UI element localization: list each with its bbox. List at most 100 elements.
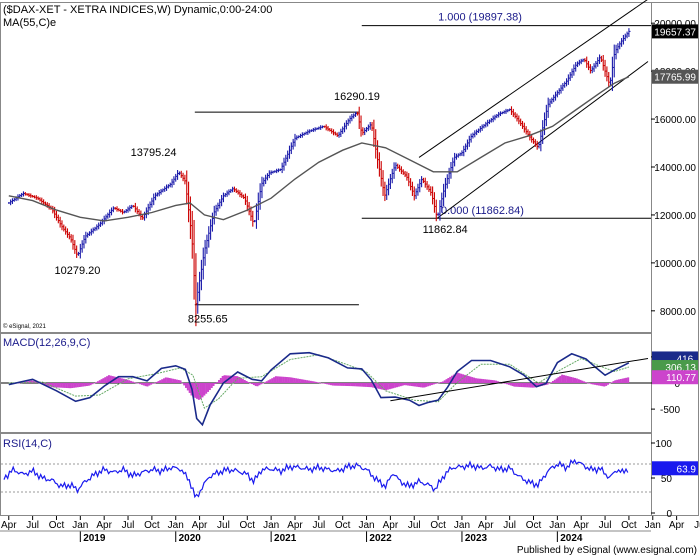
macd-hist-bar (561, 374, 564, 383)
macd-hist-bar (425, 383, 428, 387)
macd-hist-bar (87, 383, 90, 386)
macd-hist-bar (462, 374, 465, 383)
macd-hist-bar (60, 383, 63, 388)
macd-hist-bar (150, 383, 153, 385)
x-month-label: Jul (503, 520, 516, 531)
x-month-label: Jan (168, 520, 184, 531)
macd-hist-bar (318, 382, 321, 384)
macd-hist-bar (423, 383, 426, 388)
macd-hist-bar (287, 377, 290, 383)
macd-hist-bar (573, 377, 576, 383)
macd-hist-bar (386, 383, 389, 390)
macd-hist-bar (436, 383, 439, 384)
macd-hist-bar (517, 383, 520, 387)
macd-hist-bar (430, 383, 433, 386)
macd-hist-bar (95, 382, 98, 383)
macd-hist-bar (627, 377, 630, 383)
macd-hist-bar (572, 377, 575, 383)
macd-hist-bar (111, 376, 114, 383)
macd-hist-bar (351, 383, 354, 387)
macd-hist-bar (550, 382, 553, 383)
price-annotation: 13795.24 (131, 147, 177, 159)
macd-hist-bar (460, 373, 463, 383)
macd-hist-bar (265, 381, 268, 383)
macd-hist-bar (372, 383, 375, 388)
macd-title: MACD(12,26,9,C) (3, 337, 90, 349)
x-month-label: Oct (240, 520, 256, 531)
macd-hist-bar (263, 382, 266, 383)
macd-hist-bar (551, 381, 554, 383)
macd-hist-bar (218, 379, 221, 383)
macd-trendline (390, 357, 649, 402)
macd-hist-bar (614, 380, 617, 383)
macd-hist-bar (320, 383, 323, 384)
macd-hist-bar (586, 382, 589, 384)
macd-hist-bar (625, 377, 628, 383)
macd-hist-bar (555, 378, 558, 383)
macd-hist-bar (208, 383, 211, 391)
macd-hist-bar (399, 383, 402, 387)
macd-hist-bar (473, 377, 476, 383)
macd-hist-bar (315, 381, 318, 383)
macd-hist-bar (597, 383, 600, 386)
macd-hist-bar (307, 380, 310, 383)
macd-hist-bar (509, 383, 512, 386)
price-annotation: 10279.20 (55, 265, 101, 277)
macd-hist-bar (175, 379, 178, 383)
macd-hist-bar (476, 378, 479, 383)
macd-hist-bar (583, 381, 586, 383)
macd-hist-bar (173, 379, 176, 383)
macd-hist-bar (98, 380, 101, 383)
macd-hist-bar (25, 381, 28, 383)
x-month-label: Jan (645, 520, 661, 531)
macd-hist-bar (487, 379, 490, 383)
macd-hist-bar (326, 383, 329, 385)
macd-hist-bar (199, 383, 202, 400)
x-year-label: 2022 (369, 533, 392, 544)
macd-hist-bar (285, 377, 288, 383)
channel-upper-line (418, 0, 648, 158)
x-month-label: Jul (312, 520, 325, 531)
macd-hist-bar (278, 376, 281, 383)
x-month-label: Apr (96, 520, 112, 531)
macd-hist-bar (109, 375, 112, 383)
macd-hist-bar (474, 378, 477, 383)
macd-hist-bar (71, 383, 74, 389)
x-month-label: Apr (669, 520, 685, 531)
macd-hist-bar (322, 383, 325, 384)
macd-hist-bar (205, 383, 208, 394)
macd-hist-bar (128, 380, 131, 383)
macd-hist-bar (570, 376, 573, 383)
x-month-label: Jan (263, 520, 279, 531)
macd-hist-bar (247, 382, 250, 383)
macd-hist-bar (575, 378, 578, 383)
macd-hist-bar (223, 375, 226, 383)
ma-label: MA(55,C)e (3, 17, 56, 29)
rsi-y-tick-label: 0 (666, 509, 672, 520)
macd-hist-bar (100, 379, 103, 383)
macd-hist-bar (507, 383, 510, 385)
x-month-label: Apr (573, 520, 589, 531)
macd-hist-bar (397, 383, 400, 387)
macd-hist-bar (407, 383, 410, 386)
macd-hist-bar (260, 383, 263, 385)
macd-hist-bar (67, 383, 70, 389)
macd-hist-bar (185, 383, 188, 388)
macd-hist-bar (245, 381, 248, 383)
x-month-label: Oct (49, 520, 65, 531)
macd-hist-bar (280, 376, 283, 383)
macd-hist-bar (350, 383, 353, 387)
macd-hist-bar (140, 383, 143, 385)
macd-hist-bar (194, 383, 197, 398)
macd-hist-bar (441, 381, 444, 383)
macd-hist-bar (335, 383, 338, 386)
macd-hist-bar (251, 383, 254, 385)
macd-hist-bar (258, 383, 261, 386)
macd-y-tick-label: -500 (660, 405, 680, 416)
macd-hist-bar (518, 383, 521, 387)
macd-hist-bar (599, 383, 602, 386)
macd-hist-bar (148, 383, 151, 386)
macd-hist-bar (313, 381, 316, 383)
macd-hist-bar (311, 381, 314, 383)
macd-hist-bar (362, 383, 365, 387)
